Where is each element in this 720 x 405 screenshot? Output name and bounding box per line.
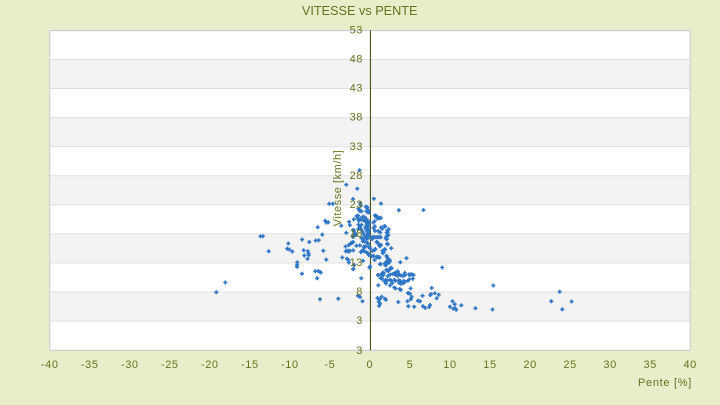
svg-text:35: 35 xyxy=(643,359,656,371)
svg-text:48: 48 xyxy=(350,54,363,66)
svg-text:8: 8 xyxy=(356,286,363,298)
svg-text:15: 15 xyxy=(483,359,496,371)
svg-text:Vitesse [km/h]: Vitesse [km/h] xyxy=(332,150,344,227)
svg-text:-30: -30 xyxy=(121,359,139,371)
svg-text:33: 33 xyxy=(350,141,363,153)
svg-text:13: 13 xyxy=(350,257,363,269)
svg-text:20: 20 xyxy=(523,359,536,371)
svg-text:-5: -5 xyxy=(324,359,335,371)
svg-text:43: 43 xyxy=(350,83,363,95)
svg-text:-35: -35 xyxy=(81,359,99,371)
svg-text:30: 30 xyxy=(603,359,616,371)
svg-text:53: 53 xyxy=(350,25,363,37)
svg-text:23: 23 xyxy=(350,199,363,211)
svg-text:5: 5 xyxy=(407,359,414,371)
svg-text:18: 18 xyxy=(350,228,363,240)
svg-text:-20: -20 xyxy=(201,359,219,371)
svg-text:40: 40 xyxy=(683,359,696,371)
svg-text:-40: -40 xyxy=(41,359,59,371)
svg-text:10: 10 xyxy=(443,359,456,371)
svg-text:3: 3 xyxy=(356,315,363,327)
svg-text:38: 38 xyxy=(350,112,363,124)
svg-text:-15: -15 xyxy=(241,359,259,371)
svg-text:-10: -10 xyxy=(281,359,299,371)
svg-text:3: 3 xyxy=(356,345,363,357)
svg-text:VITESSE vs PENTE: VITESSE vs PENTE xyxy=(302,4,418,18)
svg-text:-25: -25 xyxy=(161,359,179,371)
svg-text:25: 25 xyxy=(563,359,576,371)
svg-text:0: 0 xyxy=(367,359,374,371)
svg-text:Pente [%]: Pente [%] xyxy=(638,377,692,389)
svg-text:28: 28 xyxy=(350,170,363,182)
